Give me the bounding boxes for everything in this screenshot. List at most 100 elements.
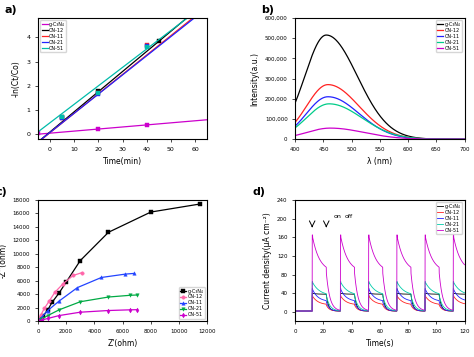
CN-51	[292, 134, 298, 138]
CN-51	[35, 130, 41, 134]
CN-51	[310, 233, 315, 237]
CN-51	[322, 126, 328, 131]
CN-11	[369, 122, 375, 126]
g-C₃N₄	[293, 309, 299, 313]
CN-21	[35, 140, 41, 144]
Line: g-C₃N₄: g-C₃N₄	[36, 202, 202, 323]
g-C₃N₄	[56, 291, 62, 295]
CN-51	[450, 308, 456, 312]
CN-11	[189, 17, 194, 21]
CN-21	[136, 60, 142, 64]
CN-21	[369, 122, 375, 126]
g-C₃N₄	[204, 117, 210, 122]
CN-11	[325, 95, 331, 99]
CN-12	[136, 56, 142, 60]
Line: CN-12: CN-12	[38, 1, 207, 142]
X-axis label: λ (nm): λ (nm)	[367, 157, 392, 166]
Line: g-C₃N₄: g-C₃N₄	[38, 120, 207, 134]
g-C₃N₄	[322, 33, 328, 37]
g-C₃N₄	[35, 319, 41, 323]
g-C₃N₄	[77, 258, 83, 263]
CN-51	[127, 308, 132, 312]
CN-12	[36, 317, 42, 321]
Y-axis label: Intensity(a.u.): Intensity(a.u.)	[250, 51, 259, 106]
CN-12	[35, 319, 41, 323]
Text: b): b)	[261, 5, 274, 15]
g-C₃N₄	[389, 309, 394, 313]
CN-12	[462, 302, 467, 306]
CN-11	[123, 272, 128, 276]
CN-51	[56, 313, 62, 318]
g-C₃N₄	[45, 308, 51, 312]
g-C₃N₄	[325, 300, 330, 304]
Line: CN-51: CN-51	[38, 3, 207, 132]
Legend: g-C₃N₄, CN-12, CN-11, CN-21, CN-51: g-C₃N₄, CN-12, CN-11, CN-21, CN-51	[436, 202, 462, 234]
CN-11	[35, 319, 41, 323]
CN-21	[56, 308, 62, 312]
CN-21	[406, 135, 411, 140]
CN-11	[459, 297, 465, 301]
CN-12	[462, 137, 467, 141]
CN-12	[406, 135, 411, 140]
CN-51	[392, 135, 398, 140]
CN-21	[462, 137, 467, 141]
CN-21	[204, 6, 210, 10]
CN-21	[296, 309, 301, 313]
CN-11	[296, 309, 301, 313]
CN-21	[420, 136, 426, 141]
Text: c): c)	[0, 187, 8, 197]
CN-21	[139, 58, 145, 62]
g-C₃N₄	[49, 300, 55, 305]
g-C₃N₄	[136, 124, 142, 128]
CN-11	[39, 315, 45, 319]
g-C₃N₄	[462, 137, 467, 141]
CN-12	[369, 117, 375, 121]
CN-51	[406, 136, 411, 141]
CN-12	[420, 137, 426, 141]
CN-11	[178, 26, 183, 30]
CN-21	[36, 318, 42, 322]
Y-axis label: -Z''(ohm): -Z''(ohm)	[0, 243, 7, 278]
CN-21	[462, 291, 467, 295]
g-C₃N₄	[189, 119, 194, 123]
CN-12	[36, 139, 41, 144]
Line: CN-51: CN-51	[36, 308, 138, 323]
g-C₃N₄	[139, 123, 145, 127]
CN-21	[189, 18, 194, 22]
CN-51	[135, 53, 141, 57]
CN-51	[136, 53, 142, 57]
CN-21	[134, 293, 139, 297]
CN-21	[292, 126, 298, 130]
CN-51	[39, 318, 45, 322]
Y-axis label: -ln(Ct/Co): -ln(Ct/Co)	[12, 60, 21, 97]
g-C₃N₄	[336, 41, 342, 46]
CN-21	[450, 308, 456, 313]
CN-12	[392, 132, 398, 136]
g-C₃N₄	[135, 124, 141, 128]
CN-51	[462, 263, 467, 267]
CN-12	[292, 309, 298, 313]
X-axis label: Z'(ohm): Z'(ohm)	[108, 340, 137, 348]
CN-21	[77, 300, 83, 304]
Line: CN-21: CN-21	[38, 8, 207, 142]
g-C₃N₄	[148, 210, 154, 214]
CN-51	[336, 126, 342, 131]
Line: CN-11: CN-11	[38, 6, 207, 142]
Line: CN-21: CN-21	[36, 293, 138, 323]
Line: g-C₃N₄: g-C₃N₄	[295, 293, 465, 311]
CN-11	[462, 298, 467, 302]
g-C₃N₄	[178, 120, 183, 124]
CN-12	[310, 293, 315, 298]
X-axis label: Time(min): Time(min)	[103, 157, 142, 166]
CN-21	[135, 60, 141, 65]
g-C₃N₄	[35, 132, 41, 136]
g-C₃N₄	[310, 291, 315, 296]
CN-11	[56, 299, 62, 303]
Line: CN-51: CN-51	[295, 235, 465, 311]
CN-21	[39, 316, 45, 321]
CN-11	[389, 308, 394, 313]
CN-21	[127, 293, 132, 297]
CN-11	[293, 309, 299, 313]
CN-51	[36, 318, 42, 323]
CN-12	[61, 281, 66, 286]
